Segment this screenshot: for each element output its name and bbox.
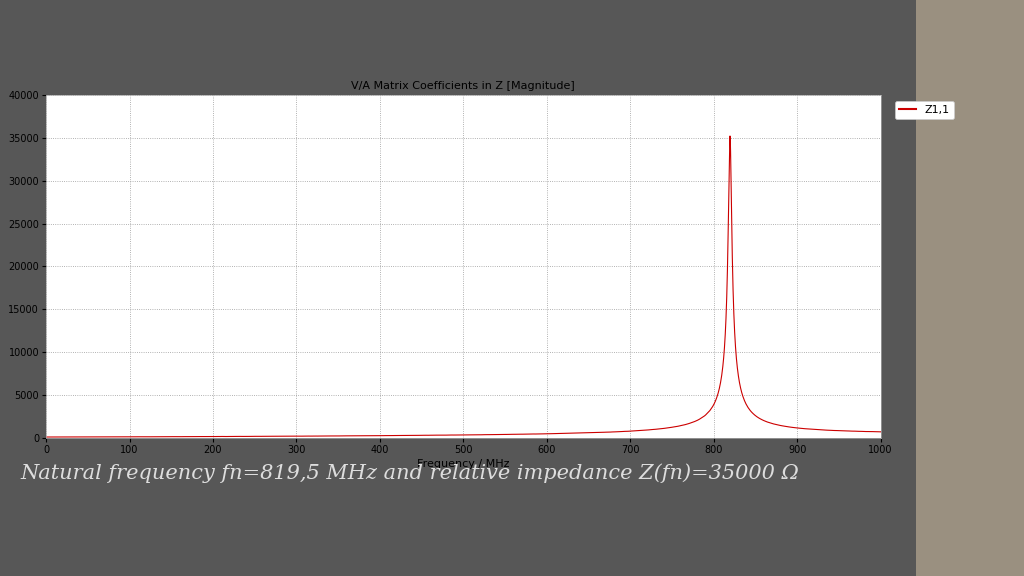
Text: Natural frequency fn=819,5 MHz and relative impedance Z(fn)=35000 Ω: Natural frequency fn=819,5 MHz and relat… (20, 464, 799, 483)
X-axis label: Frequency / MHz: Frequency / MHz (417, 459, 510, 469)
Legend: Z1,1: Z1,1 (895, 101, 954, 119)
Title: V/A Matrix Coefficients in Z [Magnitude]: V/A Matrix Coefficients in Z [Magnitude] (351, 81, 575, 92)
